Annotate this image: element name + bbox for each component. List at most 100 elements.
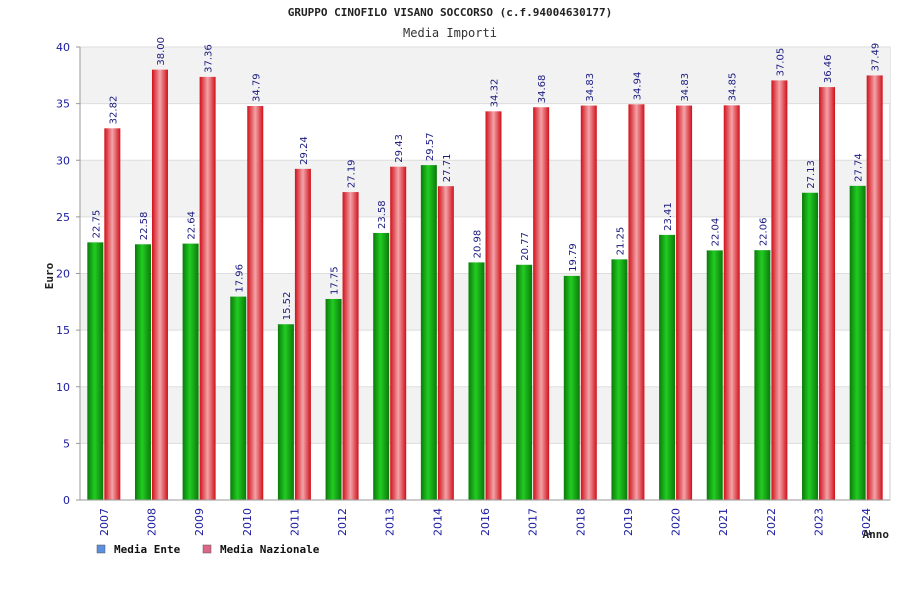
data-label-media-ente: 22.75 <box>91 210 102 239</box>
bars-group: 22.75 32.82 22.58 38.00 22.64 37.36 17.96 34.79… <box>87 37 883 501</box>
data-label-media-ente: 17.96 <box>234 264 245 293</box>
x-tick-label: 2019 <box>622 508 635 536</box>
data-label-media-ente: 22.64 <box>187 211 198 240</box>
bar-media-nazionale <box>866 75 883 500</box>
data-label-media-ente: 23.58 <box>377 200 388 229</box>
bar-media-ente <box>706 250 723 500</box>
legend-label: Media Nazionale <box>220 543 320 556</box>
data-label-media-nazionale: 34.83 <box>585 73 596 102</box>
x-tick-label: 2016 <box>479 508 492 536</box>
bar-media-ente <box>182 243 199 501</box>
data-label-media-nazionale: 37.05 <box>775 48 786 77</box>
data-label-media-ente: 22.06 <box>758 218 769 247</box>
legend-item-media-ente: Media Ente <box>96 543 181 556</box>
data-label-media-ente: 21.25 <box>615 227 626 256</box>
bar-media-ente <box>134 244 151 500</box>
y-axis-label: Euro <box>43 262 56 289</box>
legend-swatch <box>202 544 212 554</box>
bar-media-ente <box>802 192 819 500</box>
bar-media-nazionale <box>580 105 597 501</box>
bar-media-nazionale <box>628 104 645 500</box>
y-tick-label: 15 <box>56 324 70 337</box>
data-label-media-ente: 20.98 <box>473 230 484 259</box>
data-label-media-nazionale: 29.43 <box>394 134 405 163</box>
data-label-media-ente: 15.52 <box>282 292 293 321</box>
legend-item-media-nazionale: Media Nazionale <box>202 543 320 556</box>
bar-media-ente <box>611 259 628 500</box>
bar-media-nazionale <box>771 80 788 500</box>
x-tick-label: 2009 <box>193 508 206 536</box>
x-tick-label: 2022 <box>765 508 778 536</box>
data-label-media-nazionale: 36.46 <box>823 54 834 83</box>
x-tick-label: 2023 <box>813 508 826 536</box>
x-tick-label: 2011 <box>288 508 301 536</box>
data-label-media-ente: 27.13 <box>806 160 817 189</box>
data-label-media-ente: 17.75 <box>330 266 341 295</box>
bar-media-nazionale <box>247 106 264 501</box>
bar-media-ente <box>849 185 866 501</box>
x-tick-label: 2007 <box>98 508 111 536</box>
bar-media-ente <box>87 242 104 500</box>
bar-media-nazionale <box>676 105 693 501</box>
data-label-media-nazionale: 34.32 <box>490 79 501 108</box>
data-label-media-nazionale: 34.79 <box>251 73 262 102</box>
x-tick-label: 2021 <box>717 508 730 536</box>
data-label-media-nazionale: 38.00 <box>156 37 167 66</box>
bar-media-nazionale <box>437 186 454 500</box>
bar-media-ente <box>230 296 247 500</box>
bar-media-ente <box>277 324 294 500</box>
bar-media-ente <box>754 250 771 500</box>
y-tick-label: 30 <box>56 154 70 167</box>
x-tick-label: 2020 <box>670 508 683 536</box>
y-tick-label: 20 <box>56 268 70 281</box>
x-tick-label: 2013 <box>384 508 397 536</box>
bar-media-ente <box>659 234 676 500</box>
bar-media-nazionale <box>199 76 216 500</box>
legend-swatch <box>96 544 106 554</box>
bar-media-ente <box>325 298 342 500</box>
data-label-media-nazionale: 37.49 <box>871 43 882 72</box>
bar-media-ente <box>563 275 580 500</box>
data-label-media-ente: 29.57 <box>425 132 436 161</box>
bar-media-nazionale <box>342 192 359 501</box>
y-tick-label: 25 <box>56 211 70 224</box>
bar-media-nazionale <box>104 128 121 500</box>
x-tick-label: 2018 <box>574 508 587 536</box>
data-label-media-ente: 22.04 <box>711 218 722 247</box>
bar-media-nazionale <box>294 168 311 500</box>
bar-media-nazionale <box>723 105 740 500</box>
bar-media-nazionale <box>819 87 836 500</box>
data-label-media-nazionale: 34.68 <box>537 75 548 104</box>
y-tick-label: 10 <box>56 381 70 394</box>
x-tick-label: 2010 <box>241 508 254 536</box>
data-label-media-nazionale: 34.85 <box>728 73 739 102</box>
y-tick-label: 5 <box>63 437 70 450</box>
y-axis: 0 5 10 15 20 25 30 35 40 <box>56 41 81 507</box>
x-tick-label: 2024 <box>860 508 873 536</box>
bar-media-nazionale <box>485 111 502 501</box>
data-label-media-nazionale: 27.71 <box>442 154 453 183</box>
bar-media-ente <box>468 262 485 500</box>
bar-media-ente <box>516 264 533 500</box>
x-tick-label: 2008 <box>145 508 158 536</box>
y-tick-label: 35 <box>56 98 70 111</box>
bar-media-nazionale <box>533 107 550 501</box>
x-axis-label: Anno <box>863 528 890 541</box>
data-label-media-ente: 20.77 <box>520 232 531 261</box>
data-label-media-ente: 19.79 <box>568 243 579 272</box>
data-label-media-nazionale: 32.82 <box>108 96 119 125</box>
data-label-media-nazionale: 34.94 <box>632 72 643 101</box>
chart-subtitle: Media Importi <box>403 26 497 40</box>
data-label-media-ente: 23.41 <box>663 202 674 231</box>
bar-media-ente <box>420 165 437 500</box>
bar-media-nazionale <box>390 166 407 500</box>
y-tick-label: 0 <box>63 494 70 507</box>
data-label-media-nazionale: 34.83 <box>680 73 691 102</box>
legend: Media Ente Media Nazionale <box>96 543 320 556</box>
data-label-media-nazionale: 27.19 <box>347 159 358 188</box>
x-tick-label: 2017 <box>527 508 540 536</box>
bar-media-ente <box>373 232 390 501</box>
x-tick-label: 2014 <box>431 508 444 536</box>
chart-title: GRUPPO CINOFILO VISANO SOCCORSO (c.f.940… <box>288 6 613 19</box>
